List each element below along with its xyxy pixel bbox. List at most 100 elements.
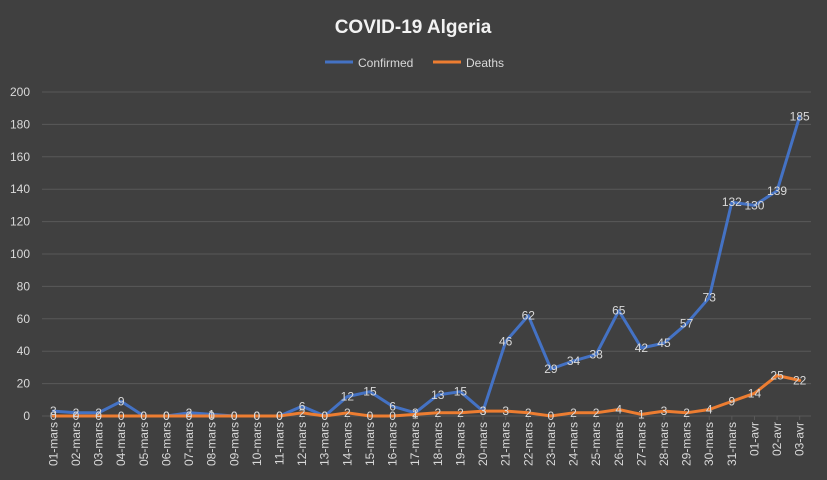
x-tick-label: 20-mars bbox=[476, 422, 490, 466]
data-label-confirmed: 1 bbox=[208, 407, 215, 421]
data-label-confirmed: 0 bbox=[140, 409, 147, 423]
data-label-confirmed: 2 bbox=[95, 406, 102, 420]
y-tick-label: 40 bbox=[17, 344, 31, 358]
data-label-confirmed: 6 bbox=[299, 399, 306, 413]
data-label-deaths: 0 bbox=[276, 409, 283, 423]
x-axis: 01-mars 02-mars 03-mars 04-mars 05-mars 06-ma… bbox=[46, 416, 807, 466]
x-tick-label: 28-mars bbox=[657, 422, 671, 466]
x-tick-label: 26-mars bbox=[612, 422, 626, 466]
y-tick-label: 0 bbox=[23, 409, 30, 423]
data-label-confirmed: 45 bbox=[657, 336, 671, 350]
x-tick-label: 13-mars bbox=[318, 422, 332, 466]
x-tick-label: 02-avr bbox=[770, 422, 784, 456]
data-label-deaths: 9 bbox=[728, 394, 735, 408]
data-label-confirmed: 0 bbox=[254, 409, 261, 423]
y-tick-label: 120 bbox=[10, 215, 30, 229]
x-tick-label: 21-mars bbox=[499, 422, 513, 466]
data-label-deaths: 2 bbox=[683, 406, 690, 420]
y-tick-label: 60 bbox=[17, 312, 31, 326]
legend-label-deaths: Deaths bbox=[466, 56, 504, 70]
data-label-confirmed: 46 bbox=[499, 334, 513, 348]
x-tick-label: 18-mars bbox=[431, 422, 445, 466]
legend-label-confirmed: Confirmed bbox=[358, 56, 413, 70]
x-tick-label: 29-mars bbox=[680, 422, 694, 466]
data-label-confirmed: 38 bbox=[589, 347, 603, 361]
x-tick-label: 15-mars bbox=[363, 422, 377, 466]
data-label-deaths: 25 bbox=[770, 369, 784, 383]
data-label-deaths: 0 bbox=[50, 409, 57, 423]
legend: Confirmed Deaths bbox=[325, 56, 504, 70]
data-label-confirmed: 29 bbox=[544, 362, 558, 376]
x-tick-label: 24-mars bbox=[567, 422, 581, 466]
data-label-confirmed: 0 bbox=[276, 409, 283, 423]
data-label-confirmed: 0 bbox=[163, 409, 170, 423]
data-label-confirmed: 12 bbox=[341, 390, 355, 404]
data-label-confirmed: 73 bbox=[703, 291, 717, 305]
y-tick-label: 200 bbox=[10, 85, 30, 99]
data-label-confirmed: 3 bbox=[480, 404, 487, 418]
x-tick-label: 07-mars bbox=[182, 422, 196, 466]
gridlines bbox=[42, 91, 811, 417]
data-label-confirmed: 2 bbox=[186, 406, 193, 420]
series-line-confirmed bbox=[51, 114, 802, 418]
x-tick-label: 25-mars bbox=[589, 422, 603, 466]
x-tick-label: 01-mars bbox=[46, 422, 60, 466]
x-tick-label: 09-mars bbox=[227, 422, 241, 466]
data-label-confirmed: 132 bbox=[722, 195, 742, 209]
data-label-deaths: 0 bbox=[95, 409, 102, 423]
data-label-deaths: 22 bbox=[793, 373, 807, 387]
data-label-deaths: 14 bbox=[748, 386, 762, 400]
data-label-deaths: 0 bbox=[186, 409, 193, 423]
data-label-deaths: 0 bbox=[548, 409, 555, 423]
data-label-deaths: 2 bbox=[299, 406, 306, 420]
data-label-confirmed: 130 bbox=[744, 198, 764, 212]
y-tick-label: 80 bbox=[17, 279, 31, 293]
data-label-confirmed: 9 bbox=[118, 394, 125, 408]
data-label-deaths: 0 bbox=[254, 409, 261, 423]
x-tick-label: 17-mars bbox=[408, 422, 422, 466]
data-label-deaths: 0 bbox=[118, 409, 125, 423]
x-tick-label: 01-avr bbox=[747, 422, 761, 456]
data-label-deaths: 0 bbox=[163, 409, 170, 423]
data-label-deaths: 1 bbox=[638, 407, 645, 421]
data-label-confirmed: 62 bbox=[522, 309, 536, 323]
series-lines bbox=[51, 114, 802, 418]
data-label-deaths: 0 bbox=[73, 409, 80, 423]
data-label-confirmed: 57 bbox=[680, 317, 694, 331]
x-tick-label: 23-mars bbox=[544, 422, 558, 466]
x-tick-label: 05-mars bbox=[137, 422, 151, 466]
data-label-confirmed: 15 bbox=[363, 385, 377, 399]
data-label-deaths: 2 bbox=[570, 406, 577, 420]
data-label-deaths: 2 bbox=[344, 406, 351, 420]
y-axis: 0 20 40 60 80 100 120 140 160 180 200 bbox=[10, 85, 30, 423]
x-tick-label: 08-mars bbox=[205, 422, 219, 466]
chart-title: COVID-19 Algeria bbox=[335, 17, 492, 38]
data-label-deaths: 0 bbox=[389, 409, 396, 423]
x-tick-label: 10-mars bbox=[250, 422, 264, 466]
data-label-deaths: 3 bbox=[661, 404, 668, 418]
data-label-confirmed: 34 bbox=[567, 354, 581, 368]
y-tick-label: 100 bbox=[10, 247, 30, 261]
x-tick-label: 19-mars bbox=[453, 422, 467, 466]
data-label-deaths: 2 bbox=[525, 406, 532, 420]
x-tick-label: 04-mars bbox=[114, 422, 128, 466]
data-label-deaths: 2 bbox=[593, 406, 600, 420]
data-label-deaths: 0 bbox=[140, 409, 147, 423]
data-label-deaths: 3 bbox=[502, 404, 509, 418]
data-label-confirmed: 15 bbox=[454, 385, 468, 399]
data-label-confirmed: 185 bbox=[790, 109, 810, 123]
data-label-confirmed: 2 bbox=[412, 406, 419, 420]
x-tick-label: 06-mars bbox=[159, 422, 173, 466]
data-label-confirmed: 65 bbox=[612, 304, 626, 318]
x-tick-label: 11-mars bbox=[272, 422, 286, 465]
y-tick-label: 180 bbox=[10, 117, 30, 131]
data-label-deaths: 0 bbox=[231, 409, 238, 423]
data-label-deaths: 0 bbox=[208, 409, 215, 423]
x-tick-label: 03-avr bbox=[793, 422, 807, 456]
data-label-confirmed: 2 bbox=[73, 406, 80, 420]
y-tick-label: 140 bbox=[10, 182, 30, 196]
series-line-deaths bbox=[51, 374, 802, 418]
x-tick-label: 12-mars bbox=[295, 422, 309, 466]
